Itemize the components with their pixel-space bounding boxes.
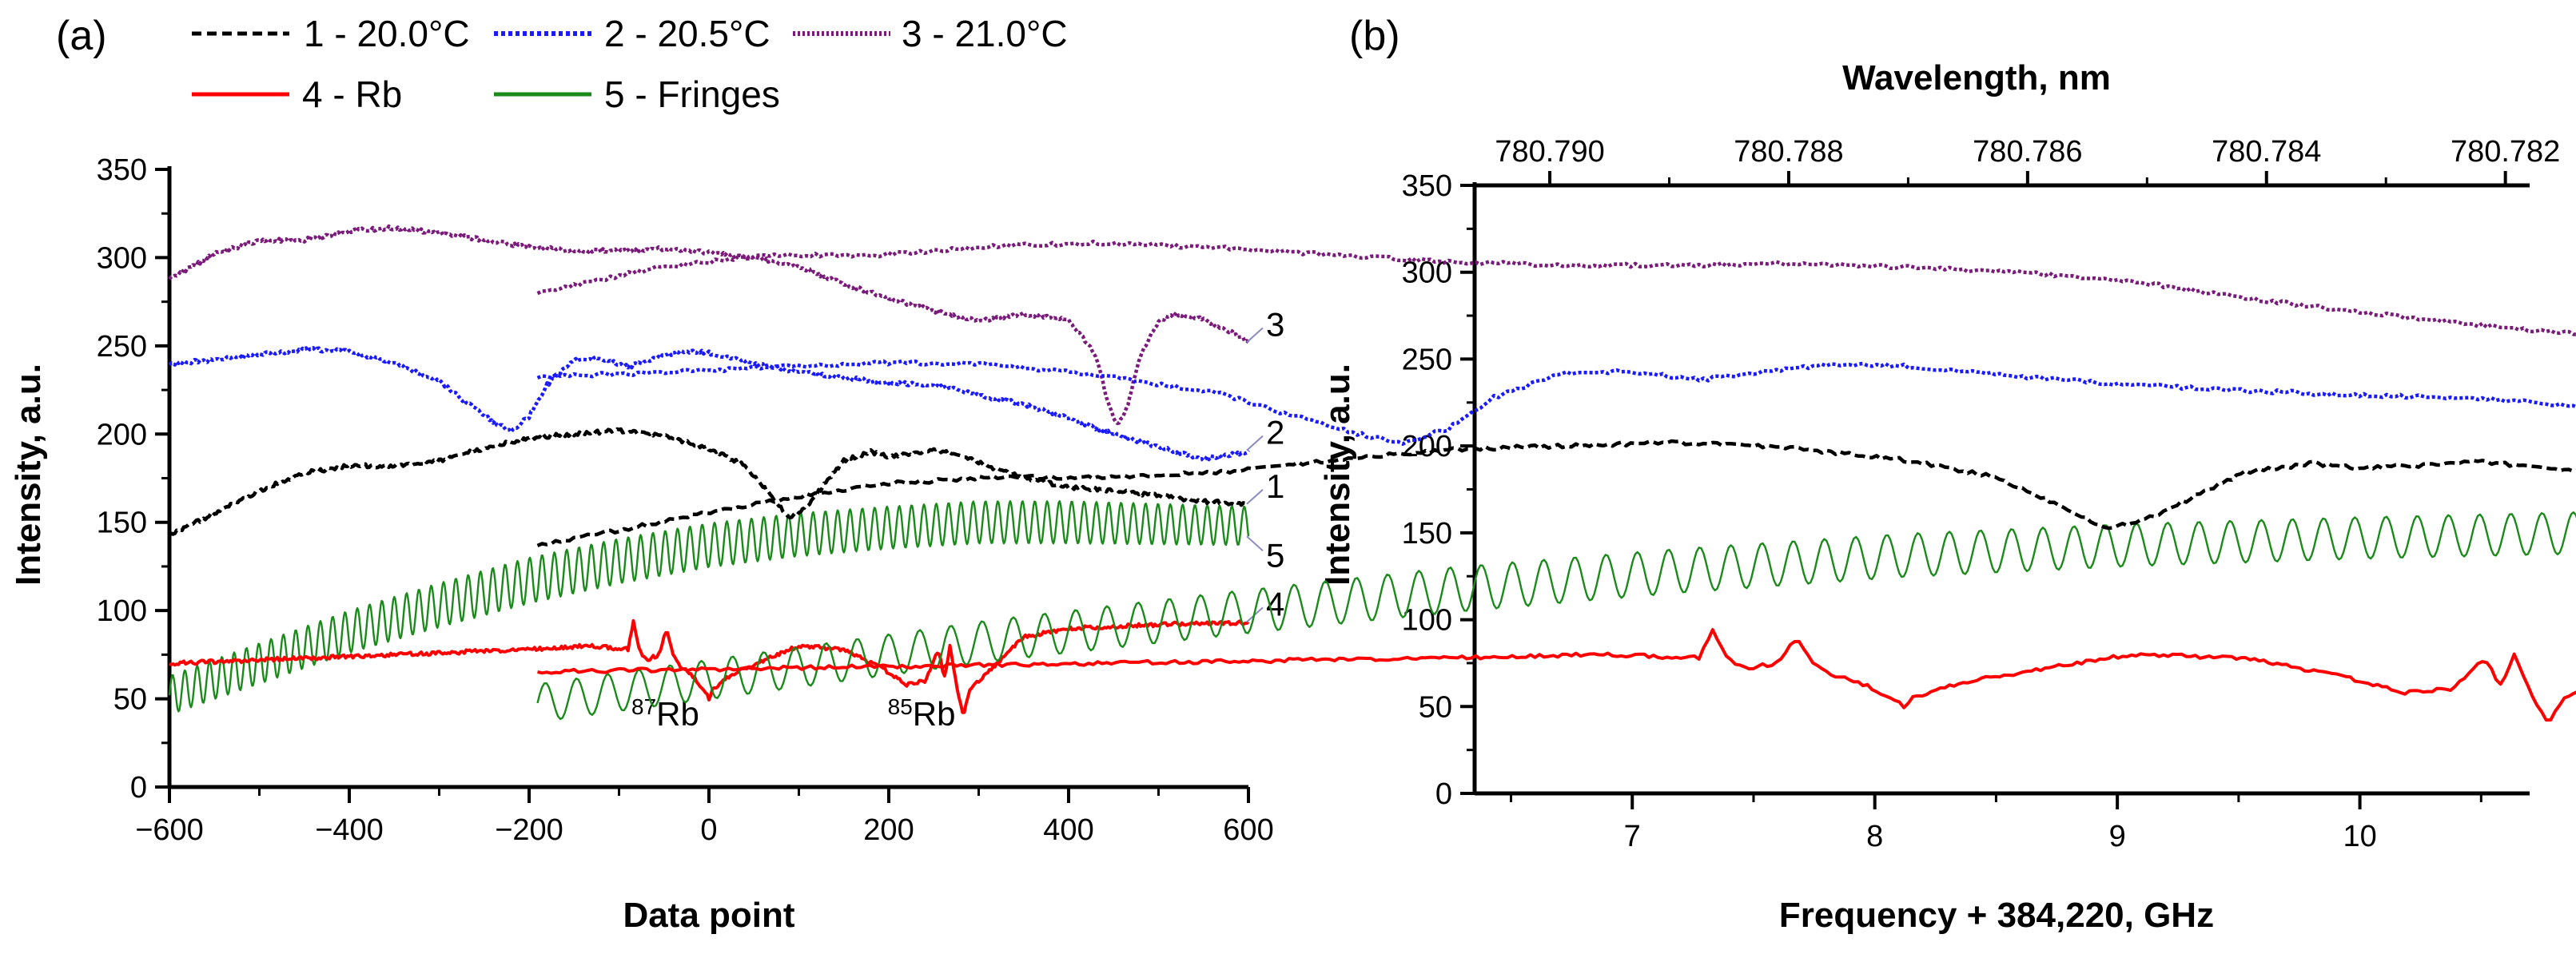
b-series-3: [536, 239, 2576, 336]
a-x-tick-label: 600: [1223, 813, 1273, 847]
a-curve-leader-2: [1246, 435, 1264, 451]
a-x-tick-label: −400: [315, 813, 384, 847]
a-y-tick-label: 100: [97, 594, 147, 628]
panel-label-a: (a): [56, 13, 107, 59]
a-y-tick-label: 50: [113, 683, 147, 717]
a-curve-label-1: 1: [1266, 467, 1284, 505]
a-y-tick-label: 250: [97, 330, 147, 364]
b-y-tick-label: 0: [1435, 777, 1452, 811]
b-series-1: [536, 439, 2576, 547]
isotope-label-87: 87Rb: [631, 694, 699, 733]
a-y-tick-label: 200: [97, 418, 147, 451]
a-y-tick-label: 0: [130, 771, 147, 805]
b-x2-tick-label: 780.782: [2451, 135, 2560, 169]
a-curve-leader-1: [1246, 489, 1264, 505]
a-curve-leader-3: [1246, 327, 1264, 344]
b-x2-tick-label: 780.784: [2212, 135, 2321, 169]
a-y-tick-label: 350: [97, 153, 147, 187]
a-x-tick-label: 400: [1043, 813, 1093, 847]
b-series-5: [536, 511, 2576, 721]
legend: 1 - 20.0°C 2 - 20.5°C 3 - 21.0°C 4 - Rb …: [192, 13, 1068, 115]
b-x2-tick-label: 780.790: [1495, 135, 1604, 169]
a-series-4: [168, 618, 1250, 714]
b-y-tick-label: 200: [1402, 430, 1452, 463]
a-x-axis-title: Data point: [623, 896, 794, 935]
legend-label-4: 4 - Rb: [302, 74, 402, 115]
a-y-tick-label: 150: [97, 507, 147, 540]
a-y-tick-label: 300: [97, 241, 147, 275]
a-x-tick-label: 200: [863, 813, 914, 847]
a-x-tick-label: −600: [135, 813, 204, 847]
b-x2-tick-label: 780.786: [1973, 135, 2082, 169]
b-y-tick-label: 250: [1402, 343, 1452, 376]
a-series-3: [168, 224, 1250, 425]
b-x-axis-title: Frequency + 384,220, GHz: [1779, 896, 2214, 935]
a-series-5: [168, 500, 1250, 713]
isotope-mass-number: 87: [631, 694, 656, 719]
a-y-axis-title: Intensity, a.u.: [9, 364, 48, 586]
a-x-tick-label: −200: [495, 813, 563, 847]
b-series-2: [536, 359, 2576, 446]
b-x-tick-label: 8: [1866, 820, 1883, 853]
plot-a: 0 50 100 150 200 250 300 350 −600 −400 −200 0 200 400…: [97, 153, 1285, 847]
b-series-4: [537, 628, 2576, 722]
isotope-mass-number: 85: [888, 694, 913, 719]
b-x-tick-label: 10: [2343, 820, 2376, 853]
isotope-label-85: 85Rb: [888, 694, 956, 733]
b-y-axis-title: Intensity, a.u.: [1318, 364, 1357, 586]
legend-label-1: 1 - 20.0°C: [304, 13, 470, 54]
a-curve-leader-5: [1246, 535, 1264, 552]
b-y-tick-label: 350: [1402, 169, 1452, 203]
a-curve-label-5: 5: [1266, 536, 1284, 574]
a-x-tick-label: 0: [700, 813, 717, 847]
panel-label-b: (b): [1349, 13, 1400, 59]
b-y-tick-label: 150: [1402, 517, 1452, 551]
b-y-tick-label: 100: [1402, 604, 1452, 638]
isotope-element: Rb: [656, 695, 699, 733]
b-x-tick-label: 7: [1624, 820, 1641, 853]
a-curve-label-4: 4: [1266, 585, 1284, 622]
b-y-tick-label: 50: [1419, 690, 1452, 724]
a-series-2: [168, 346, 1250, 463]
isotope-element: Rb: [913, 695, 956, 733]
legend-label-2: 2 - 20.5°C: [604, 13, 770, 54]
a-series-1: [168, 427, 1250, 537]
b-x-tick-label: 9: [2109, 820, 2126, 853]
legend-label-5: 5 - Fringes: [604, 74, 780, 115]
a-curve-label-3: 3: [1266, 305, 1284, 343]
legend-label-3: 3 - 21.0°C: [902, 13, 1068, 54]
b-x2-axis-title: Wavelength, nm: [1842, 58, 2111, 97]
a-curve-label-2: 2: [1266, 414, 1284, 451]
b-x2-tick-label: 780.788: [1734, 135, 1843, 169]
